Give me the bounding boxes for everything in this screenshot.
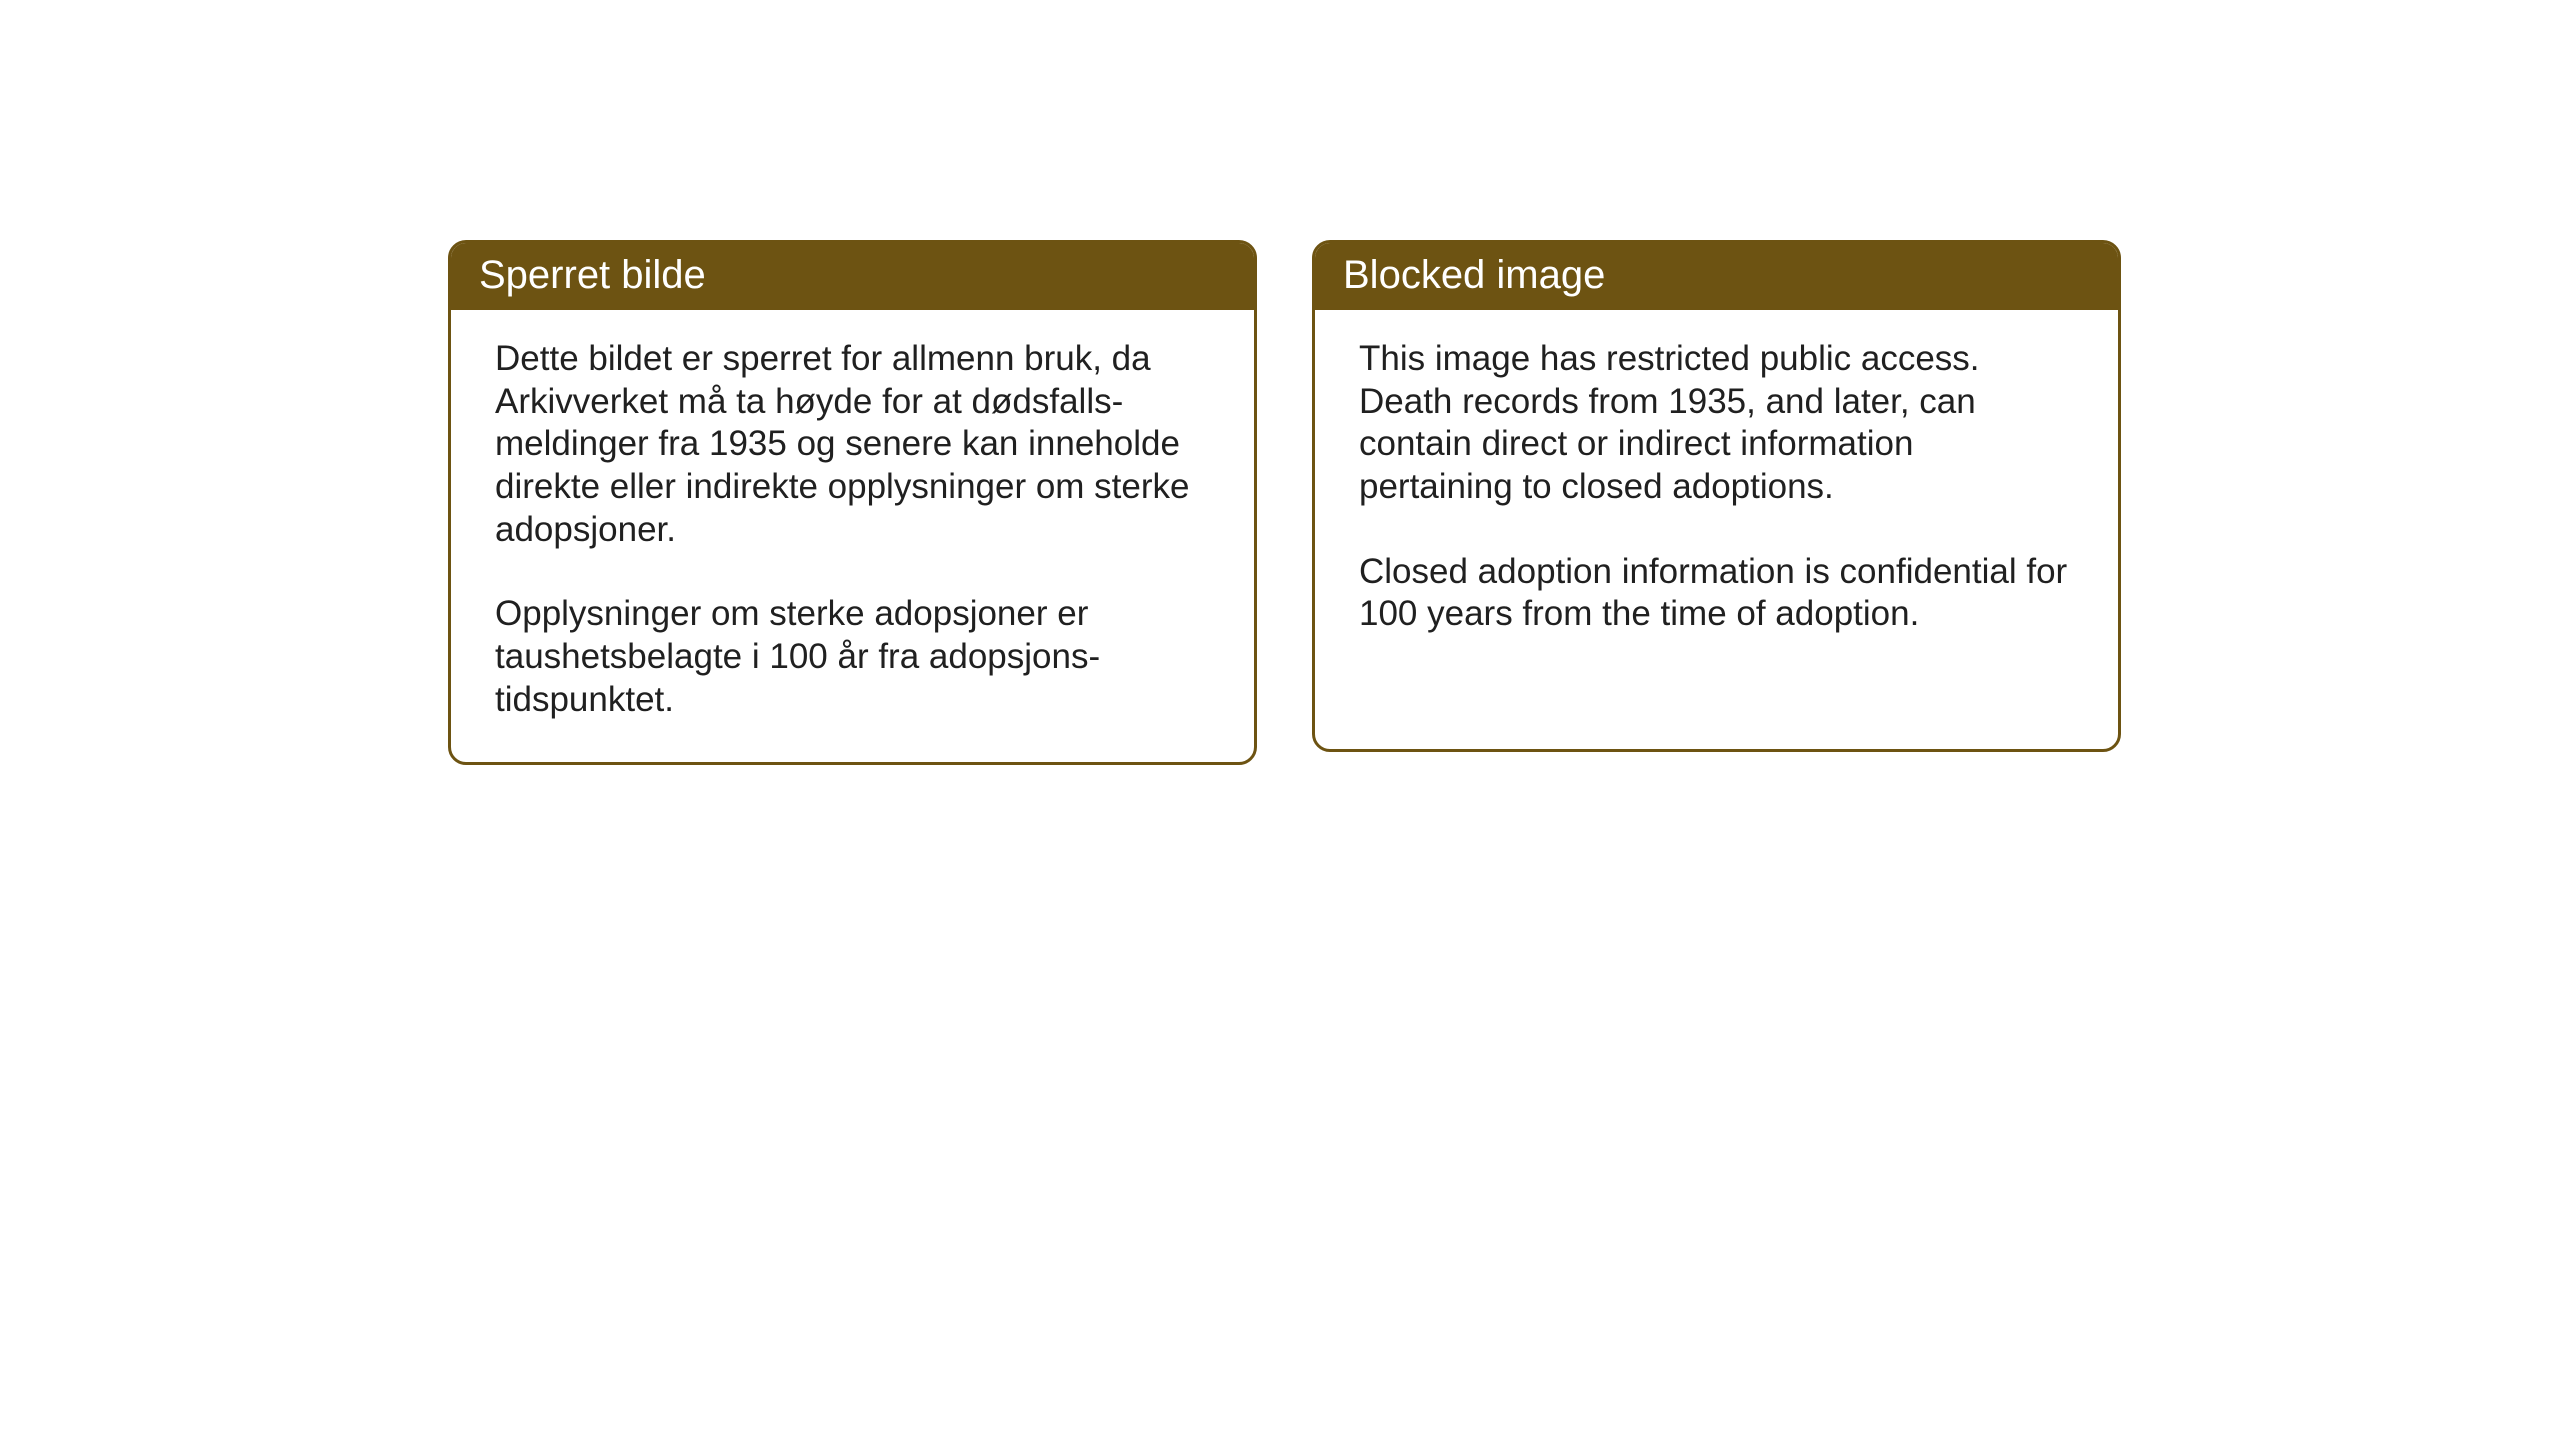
norwegian-paragraph-1: Dette bildet er sperret for allmenn bruk…	[495, 338, 1210, 551]
english-card-header: Blocked image	[1315, 243, 2118, 310]
norwegian-card-header: Sperret bilde	[451, 243, 1254, 310]
english-card-body: This image has restricted public access.…	[1315, 310, 2118, 676]
english-paragraph-1: This image has restricted public access.…	[1359, 338, 2074, 509]
norwegian-card-title: Sperret bilde	[479, 253, 706, 297]
norwegian-card: Sperret bilde Dette bildet er sperret fo…	[448, 240, 1257, 765]
cards-container: Sperret bilde Dette bildet er sperret fo…	[0, 0, 2560, 765]
english-card: Blocked image This image has restricted …	[1312, 240, 2121, 752]
norwegian-card-body: Dette bildet er sperret for allmenn bruk…	[451, 310, 1254, 762]
norwegian-paragraph-2: Opplysninger om sterke adopsjoner er tau…	[495, 593, 1210, 721]
english-paragraph-2: Closed adoption information is confident…	[1359, 551, 2074, 636]
english-card-title: Blocked image	[1343, 253, 1605, 297]
